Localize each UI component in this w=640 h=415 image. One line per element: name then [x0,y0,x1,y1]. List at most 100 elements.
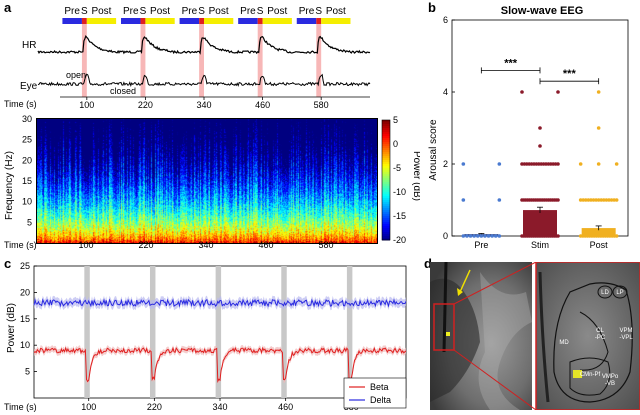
legend-delta: Delta [370,395,391,405]
data-dot [614,198,619,202]
data-dot [461,162,466,166]
phase-seg [121,18,141,24]
spec-ylabel: Frequency (Hz) [4,151,15,220]
chart-b-ylabel: Arousal score [428,119,439,181]
chart-c-xtick: 460 [278,402,293,412]
phase-label: S [315,6,322,17]
data-dot [497,198,502,202]
eye-open-label: open [66,70,86,80]
colorbar-tick: -10 [393,187,406,197]
chart-c-xtick: 340 [212,402,227,412]
time-tick: 220 [138,100,153,110]
chart-c-xlabel: Time (s) [4,402,37,412]
data-dot [612,198,616,202]
phase-label: Post [326,6,346,17]
data-dot [591,198,596,202]
phase-label: Pre [182,6,198,17]
chart-b-title: Slow-wave EEG [501,5,584,17]
data-dot [461,198,466,202]
phase-label: Post [267,6,287,17]
data-dot [607,198,611,202]
spec-xtick: 220 [138,240,153,250]
eye-closed-label: closed [110,86,136,96]
beta-line [33,346,407,384]
electrode-arrow [459,269,471,293]
phase-seg [62,18,82,24]
spec-xtick: 460 [258,240,273,250]
stim-shading [81,24,322,97]
phase-seg [262,18,292,24]
data-dot [461,234,466,238]
hr-trace [37,35,371,55]
data-dot [589,198,593,202]
phase-label: Pre [64,6,80,17]
data-dot [497,234,502,238]
legend-beta: Beta [370,382,389,392]
phase-label: S [198,6,205,17]
chart-c-legend: Beta Delta [343,377,407,409]
data-dot [596,126,601,130]
data-dot [538,126,542,130]
bar [523,210,557,236]
data-dot [596,162,601,166]
spec-yticks: 30 25 20 15 10 5 [22,114,32,227]
data-dot [581,198,586,202]
eye-label: Eye [20,81,38,92]
chart-c-ytick: 25 [20,261,30,271]
region-label: VPM -VPL [619,328,633,341]
colorbar-tick: -15 [393,211,406,221]
data-dot [556,198,560,202]
data-dot [472,234,476,238]
chart-c-ytick: 20 [20,287,30,297]
panel-b-chart: Slow-wave EEG Arousal score 0 2 4 6 Pre Stim P… [428,5,629,250]
phase-label: Post [91,6,111,17]
colorbar-label: Power (dB) [411,151,420,201]
region-label: LD [601,290,609,296]
time-tick: 100 [79,100,94,110]
spec-ytick: 25 [22,135,32,145]
phase-label: S [140,6,147,17]
phase-seg [199,18,204,24]
data-dot [490,234,494,238]
chart-b-ytick: 4 [443,87,448,97]
data-dot [556,90,560,94]
phase-label: S [81,6,88,17]
time-tick: 580 [314,100,329,110]
chart-c-xtick: 100 [81,402,96,412]
colorbar-tick: -5 [393,163,401,173]
panel-a-traces: Pre S Post Pre S Post Pre S Post Pre S Post Pre S Post… [4,6,371,110]
phase-seg [296,18,317,24]
chart-c-xtick: 220 [147,402,162,412]
data-dot [578,162,583,166]
phase-seg [316,18,322,24]
phase-seg [204,18,234,24]
chart-b-ytick: 0 [443,231,448,241]
chart-c-ylabel: Power (dB) [6,303,17,353]
chart-b-dots [461,90,619,238]
phase-seg [257,18,263,24]
data-dot [497,162,502,166]
chart-b-bars [464,206,616,236]
colorbar-tick: 0 [393,139,398,149]
spec-xtick: 100 [78,240,93,250]
region-label: CL -PC [595,328,606,341]
time-tick: 340 [196,100,211,110]
thalamic-labels: LD LP MD CL -PC VPM -VPL CMn-Pf VMPo -VB [559,290,633,387]
sig-stars: *** [563,68,577,80]
data-dot [538,144,542,148]
data-dot [614,234,619,238]
phase-label: Pre [240,6,256,17]
data-dot [599,198,604,202]
phase-seg [238,18,258,24]
spec-ytick: 15 [22,176,32,186]
phase-labels: Pre S Post Pre S Post Pre S Post Pre S Post Pre S Post [64,6,346,17]
panel-label-c: c [4,256,12,271]
data-dot [594,198,598,202]
colorbar: 5 0 -5 -10 -15 -20 [381,115,406,245]
data-dot [614,162,619,166]
chart-b-xtick: Post [590,240,609,250]
spec-xtick: 340 [198,240,213,250]
phase-label: Post [150,6,170,17]
colorbar-tick: 5 [393,115,398,125]
spectrogram-region: Frequency (Hz) 30 25 20 15 10 5 Time (s) 100 2… [0,110,420,250]
